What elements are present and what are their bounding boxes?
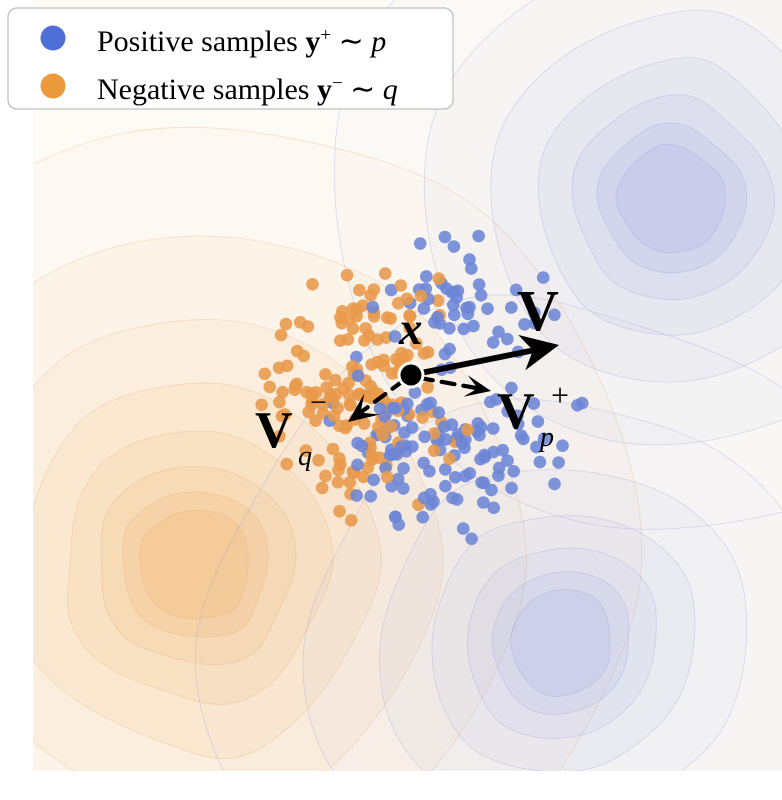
svg-text:+: +	[551, 377, 569, 413]
svg-text:V: V	[517, 278, 559, 343]
svg-text:V: V	[255, 402, 293, 459]
svg-text:Positive samples y+ ∼ p: Positive samples y+ ∼ p	[97, 25, 386, 58]
svg-text:V: V	[497, 383, 535, 440]
svg-text:p: p	[538, 422, 554, 453]
svg-text:x: x	[398, 303, 423, 355]
svg-text:−: −	[310, 386, 327, 419]
svg-text:q: q	[298, 441, 312, 472]
svg-text:Negative samples y− ∼ q: Negative samples y− ∼ q	[97, 73, 398, 106]
